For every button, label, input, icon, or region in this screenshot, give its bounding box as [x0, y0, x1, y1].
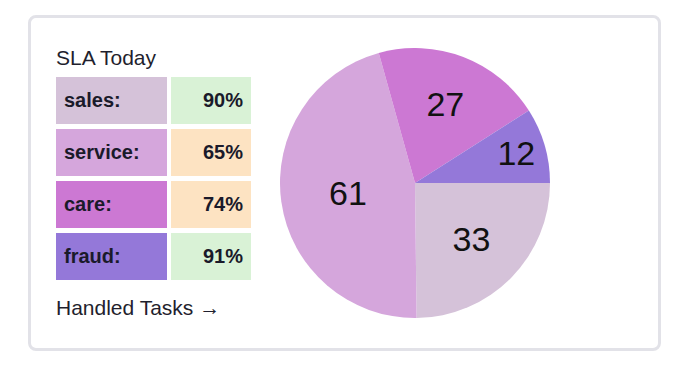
svg-text:12: 12	[497, 134, 535, 172]
html-text:91%: 91%	[203, 245, 243, 267]
html-text:care:: care:	[64, 193, 112, 215]
html-text:SLA Today: SLA Today	[56, 46, 156, 69]
svg-text:61: 61	[329, 174, 367, 212]
svg-text:27: 27	[426, 85, 464, 123]
html-text:fraud:: fraud:	[64, 245, 121, 267]
html-text:sales:: sales:	[64, 89, 121, 111]
html-text:Handled Tasks →: Handled Tasks →	[56, 296, 221, 319]
html-text:90%: 90%	[203, 89, 243, 111]
html-text:65%: 65%	[203, 141, 243, 163]
html-text:service:: service:	[64, 141, 140, 163]
html-text:74%: 74%	[203, 193, 243, 215]
svg-text:33: 33	[452, 220, 490, 258]
